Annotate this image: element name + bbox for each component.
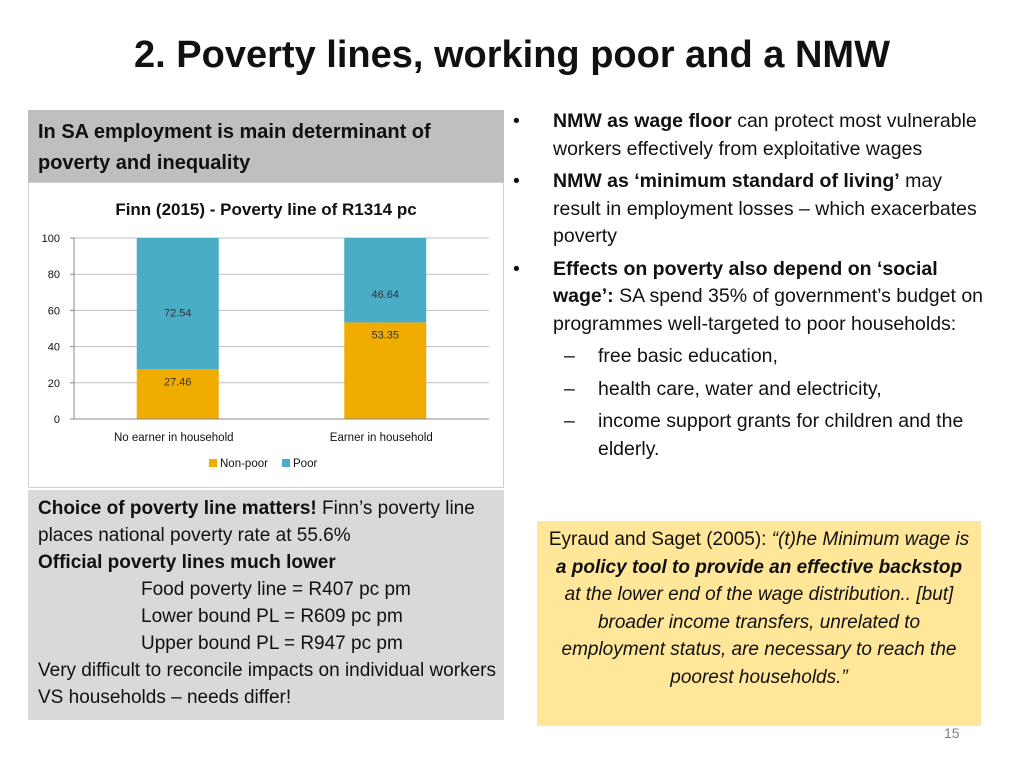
y-tick-label: 100: [42, 233, 60, 245]
choice-text: Finn’s poverty line places national pove…: [38, 498, 475, 546]
legend-label: Non-poor: [220, 458, 268, 470]
bar-non-poor: [136, 369, 219, 419]
bar-poor: [136, 238, 219, 370]
chart-title: Finn (2015) - Poverty line of R1314 pc: [115, 200, 416, 219]
bullet-3-bold: Effects on poverty also depend on ‘socia…: [553, 257, 938, 308]
data-label: 72.54: [164, 308, 192, 320]
left-heading: In SA employment is main determinant of …: [38, 121, 431, 174]
y-tick-label: 60: [48, 305, 60, 317]
sub-bullet-text: health care, water and electricity,: [598, 377, 882, 400]
bullet-1-bold: NMW as wage floor: [553, 110, 732, 132]
bullet-list: • NMW as wage floor can protect most vul…: [510, 108, 990, 463]
bar-poor: [344, 238, 427, 323]
y-tick-label: 20: [48, 378, 60, 390]
quote-part-1: “(t)he Minimum wage is: [771, 529, 970, 550]
sub-bullet-education: – free basic education,: [510, 343, 990, 371]
dash-marker: –: [564, 377, 575, 400]
choice-bold: Choice of poverty line matters!: [38, 498, 317, 519]
quote-source: Eyraud and Saget (2005):: [548, 529, 772, 550]
sub-bullet-health: – health care, water and electricity,: [510, 376, 990, 404]
lower-bound-line: Lower bound PL = R609 pc pm: [141, 606, 403, 627]
bullet-wage-floor: • NMW as wage floor can protect most vul…: [510, 108, 990, 163]
legend-swatch: [209, 459, 217, 467]
left-heading-box: In SA employment is main determinant of …: [28, 110, 504, 182]
x-category-label: Earner in household: [330, 432, 433, 444]
bullet-2-bold: NMW as ‘minimum standard of living’: [553, 170, 900, 192]
sub-bullet-text: income support grants for children and t…: [598, 410, 964, 460]
bullet-marker: •: [513, 170, 520, 192]
poverty-line-notes: Choice of poverty line matters! Finn’s p…: [28, 490, 504, 720]
quote-box: Eyraud and Saget (2005): “(t)he Minimum …: [537, 521, 981, 726]
page-number: 15: [944, 725, 960, 741]
bullet-2-text: may result in employment losses – which …: [553, 170, 977, 247]
data-label: 46.64: [371, 289, 399, 301]
stacked-bar-chart: Finn (2015) - Poverty line of R1314 pc 0 2…: [42, 200, 489, 470]
official-bold: Official poverty lines much lower: [38, 552, 336, 573]
bullet-3-text: SA spend 35% of government’s budget on p…: [553, 285, 984, 335]
bullet-marker: •: [513, 257, 520, 280]
food-poverty-line: Food poverty line = R407 pc pm: [141, 579, 411, 600]
closing-note: Very difficult to reconcile impacts on i…: [38, 660, 496, 708]
bar-non-poor: [344, 322, 427, 419]
bullet-min-standard: • NMW as ‘minimum standard of living’ ma…: [510, 168, 990, 251]
data-label: 53.35: [371, 329, 399, 341]
y-tick-label: 80: [48, 269, 60, 281]
chart-container: Finn (2015) - Poverty line of R1314 pc 0 2…: [28, 182, 504, 488]
data-label: 27.46: [164, 376, 192, 388]
bullet-marker: •: [513, 110, 520, 132]
slide-title: 2. Poverty lines, working poor and a NMW: [134, 34, 890, 76]
sub-bullet-grants: – income support grants for children and…: [510, 408, 990, 463]
x-category-label: No earner in household: [114, 432, 234, 444]
upper-bound-line: Upper bound PL = R947 pc pm: [141, 633, 403, 654]
bullet-1-text: can protect most vulnerable workers effe…: [553, 110, 977, 160]
y-tick-label: 0: [54, 414, 60, 426]
legend-swatch: [282, 459, 290, 467]
dash-marker: –: [564, 345, 575, 367]
legend-label: Poor: [293, 458, 317, 470]
sub-bullet-text: free basic education,: [598, 345, 778, 367]
quote-bold: a policy tool to provide an effective ba…: [555, 556, 963, 578]
dash-marker: –: [564, 410, 575, 432]
quote-part-2: at the lower end of the wage distributio…: [561, 584, 957, 688]
y-tick-label: 40: [48, 342, 60, 354]
bullet-social-wage: • Effects on poverty also depend on ‘soc…: [510, 256, 990, 339]
